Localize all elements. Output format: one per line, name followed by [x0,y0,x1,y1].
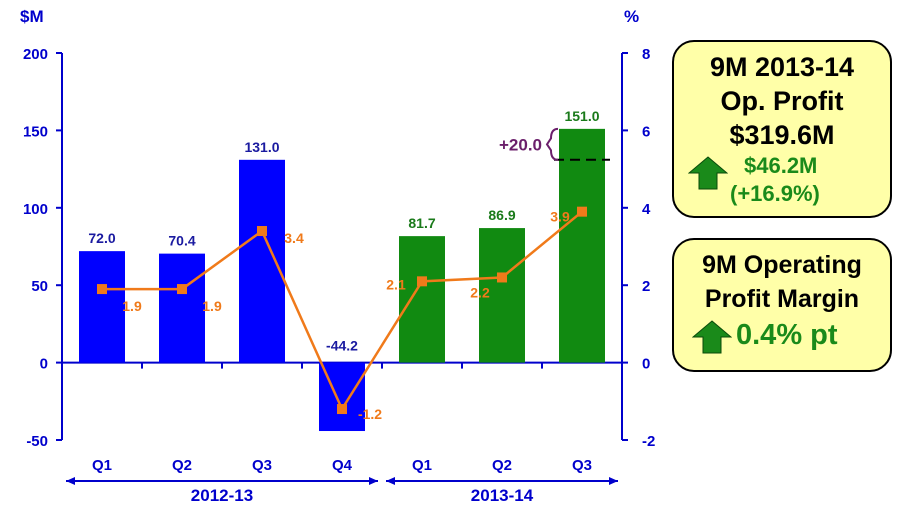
left-tick-label: 200 [23,46,48,63]
right-tick-label: 4 [642,201,651,218]
category-label: Q3 [252,457,272,474]
line-value-label: 2.2 [470,284,490,300]
line-point [177,284,187,295]
left-tick-label: 50 [31,278,48,295]
margin-line2: Profit Margin [704,285,860,313]
line-value-label: 1.9 [202,298,222,314]
category-label: Q2 [492,457,512,474]
bar [79,251,125,363]
bar-value-label: 151.0 [564,108,599,124]
line-value-label: 3.4 [284,230,304,246]
bar-value-label: 70.4 [168,233,195,249]
op-profit-value: $319.6M [729,120,835,150]
bar [479,228,525,363]
annotation-brace [545,127,559,161]
line-point [497,272,507,283]
bar [159,253,205,363]
margin-line [97,206,587,415]
axes: -50 0 50 100 150 200 -2 0 2 4 6 8 $M% [20,7,655,450]
left-tick-label: 100 [23,201,48,218]
line-value-label: 1.9 [122,298,142,314]
bar-value-label: 86.9 [488,207,515,223]
line-value-label: 3.9 [550,209,570,225]
op-profit-line1: 9M 2013-14 [709,52,855,82]
period-label: 2013-14 [471,486,534,505]
bar-value-label: 131.0 [244,139,279,155]
op-profit-change-amount: $46.2M [744,153,818,178]
margin-line1: 9M Operating [702,251,862,279]
left-tick-label: 150 [23,123,48,140]
category-label: Q2 [172,457,192,474]
op-profit-change-pct: (+16.9%) [730,181,820,206]
line-point [417,276,427,287]
left-axis-unit: $M [20,7,44,26]
bar [239,159,285,363]
x-axis: Q1 Q2 Q3 Q4 Q1 Q2 Q3 2012-13 2013-14 [66,457,618,505]
right-tick-label: 8 [642,46,650,63]
bar [399,236,445,363]
arrow-up-icon [692,320,732,354]
left-tick-label: 0 [40,356,48,373]
data-labels: 72.0 70.4 131.0 -44.2 81.7 86.9 151.0 1.9 1.9 3.4… [88,108,599,422]
op-profit-line2: Op. Profit [720,86,844,116]
bar-value-label: -44.2 [326,338,358,354]
line-point [97,284,107,295]
period-label: 2012-13 [191,486,253,505]
bar [559,128,605,363]
line-point [337,404,347,415]
right-tick-label: 2 [642,278,650,295]
annotation: +20.0 [499,127,610,161]
category-label: Q1 [412,457,432,474]
bar-value-label: 81.7 [408,215,435,231]
line-value-label: -1.2 [358,406,382,422]
line-point [257,226,267,237]
period-arrow-head [386,477,395,485]
category-label: Q3 [572,457,592,474]
right-tick-label: 6 [642,123,650,140]
right-tick-label: -2 [642,433,655,450]
period-arrow-head [369,477,378,485]
left-tick-label: -50 [26,433,48,450]
right-tick-label: 0 [642,356,650,373]
line-point [577,206,587,217]
margin-change: 0.4% pt [736,319,838,351]
annotation-label: +20.0 [499,135,542,154]
bar-value-label: 72.0 [88,230,115,246]
bars [79,128,605,432]
period-arrow-head [609,477,618,485]
line-value-label: 2.1 [386,276,406,292]
right-axis-unit: % [624,7,639,26]
op-profit-box: 9M 2013-14 Op. Profit $319.6M $46.2M (+1… [672,40,892,218]
category-label: Q1 [92,457,112,474]
category-label: Q4 [332,457,353,474]
period-arrow-head [66,477,75,485]
arrow-up-icon [688,156,728,190]
margin-box: 9M Operating Profit Margin 0.4% pt [672,238,892,372]
